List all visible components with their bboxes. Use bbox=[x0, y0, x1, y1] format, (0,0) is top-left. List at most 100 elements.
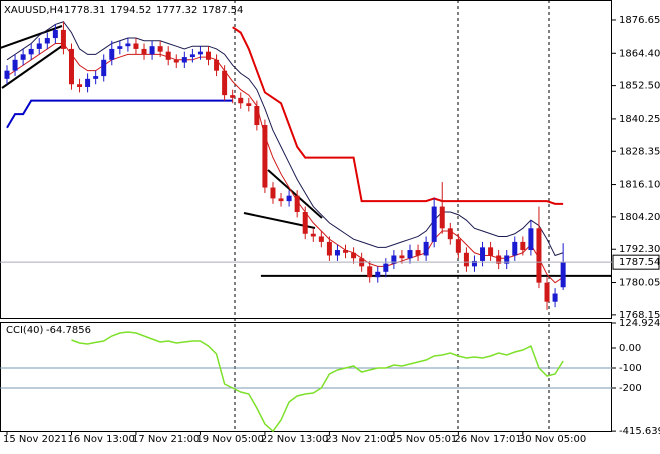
candle-body bbox=[149, 46, 155, 55]
y-tick-label: -415.6398 bbox=[619, 426, 660, 437]
candle-body bbox=[238, 97, 244, 104]
candle-body bbox=[262, 125, 268, 188]
candle-body bbox=[189, 54, 195, 58]
x-tick-label: 19 Nov 05:00 bbox=[196, 434, 263, 445]
y-tick-label: 1768.15 bbox=[619, 310, 660, 321]
y-tick-label: -200 bbox=[619, 383, 642, 394]
price-box bbox=[612, 254, 660, 270]
candle-body bbox=[439, 206, 445, 229]
candle-body bbox=[101, 59, 107, 77]
candle-body bbox=[141, 48, 147, 55]
candle-body bbox=[173, 59, 179, 63]
candle-body bbox=[302, 212, 308, 234]
x-tick-label: 25 Nov 05:01 bbox=[390, 434, 457, 445]
candle-body bbox=[206, 51, 211, 60]
candle-body bbox=[246, 103, 252, 106]
candle-body bbox=[375, 271, 381, 278]
candle-body bbox=[230, 95, 236, 98]
candle-body bbox=[455, 239, 461, 253]
candle-body bbox=[77, 84, 83, 87]
y-tick-label: 1864.40 bbox=[619, 48, 660, 59]
candle-body bbox=[431, 206, 437, 242]
candle-body bbox=[278, 198, 284, 202]
candle-body bbox=[197, 51, 203, 55]
candle-body bbox=[222, 70, 228, 96]
trend-line bbox=[267, 169, 323, 219]
candle-body bbox=[488, 247, 494, 256]
cci-value: -64.7856 bbox=[46, 325, 91, 336]
ohlc-low: 1777.32 bbox=[156, 5, 197, 16]
candle-body bbox=[334, 250, 340, 256]
candle-body bbox=[415, 250, 421, 256]
x-tick-label: 30 Nov 05:00 bbox=[519, 434, 586, 445]
ohlc-close: 1787.54 bbox=[202, 5, 243, 16]
candle-body bbox=[318, 236, 324, 242]
candle-body bbox=[351, 252, 357, 259]
candle-body bbox=[504, 255, 510, 264]
candle-body bbox=[471, 260, 477, 267]
candle-body bbox=[93, 76, 99, 79]
candle-body bbox=[214, 59, 220, 71]
candle-body bbox=[270, 187, 276, 199]
candle-body bbox=[44, 38, 50, 44]
cci-name: CCI(40) bbox=[6, 325, 44, 336]
trend-line bbox=[1, 45, 63, 89]
candle-body bbox=[28, 48, 34, 55]
candle-body bbox=[480, 247, 486, 261]
y-tick-label: 1792.30 bbox=[619, 244, 660, 255]
x-tick-label: 23 Nov 21:00 bbox=[325, 434, 392, 445]
y-tick-label: 0.00 bbox=[619, 343, 641, 354]
candle-body bbox=[520, 241, 526, 251]
cci-line bbox=[71, 331, 564, 433]
candle-body bbox=[512, 241, 518, 256]
candle-body bbox=[157, 46, 163, 52]
candle-body bbox=[254, 106, 260, 126]
y-tick-label: 1852.50 bbox=[619, 81, 660, 92]
indicator-line bbox=[6, 21, 564, 257]
indicator-line bbox=[6, 99, 233, 129]
x-tick-label: 26 Nov 17:01 bbox=[454, 434, 521, 445]
candle-body bbox=[367, 266, 373, 278]
ohlc-high: 1794.52 bbox=[110, 5, 151, 16]
x-tick-label: 22 Nov 13:00 bbox=[261, 434, 328, 445]
candle-body bbox=[496, 255, 502, 264]
symbol: XAUUSD,H4 bbox=[4, 5, 63, 16]
candle-body bbox=[20, 54, 26, 60]
ohlc-open: 1778.31 bbox=[64, 5, 105, 16]
x-tick-label: 15 Nov 2021 bbox=[3, 434, 67, 445]
x-tick-label: 17 Nov 21:00 bbox=[132, 434, 199, 445]
candle-body bbox=[60, 29, 66, 49]
trend-line bbox=[0, 25, 63, 49]
y-tick-label: 1840.25 bbox=[619, 114, 660, 125]
candle-body bbox=[423, 241, 429, 256]
candle-body bbox=[536, 228, 542, 283]
candle-body bbox=[399, 255, 405, 259]
price-label: 1787.54 bbox=[619, 257, 660, 268]
candle-body bbox=[286, 195, 292, 202]
candle-body bbox=[4, 70, 10, 79]
candle-body bbox=[125, 43, 131, 47]
candle-body bbox=[383, 263, 389, 272]
candle-body bbox=[560, 262, 566, 288]
x-tick-label: 16 Nov 13:00 bbox=[67, 434, 134, 445]
candle-body bbox=[117, 46, 123, 49]
candle-body bbox=[552, 293, 558, 302]
y-tick-label: 124.9249 bbox=[619, 318, 660, 329]
candle-body bbox=[544, 282, 550, 302]
candle-body bbox=[447, 228, 453, 240]
y-tick-label: 1804.20 bbox=[619, 212, 660, 223]
candle-body bbox=[326, 241, 332, 256]
y-tick-label: 1816.10 bbox=[619, 180, 660, 191]
candle-body bbox=[85, 78, 91, 87]
candle-body bbox=[391, 255, 397, 264]
candle-body bbox=[133, 43, 139, 49]
indicator-line bbox=[232, 26, 564, 205]
candle-body bbox=[310, 233, 316, 237]
candle-body bbox=[294, 195, 300, 212]
y-tick-label: 1780.05 bbox=[619, 278, 660, 289]
y-tick-label: 1876.65 bbox=[619, 15, 660, 26]
candle-body bbox=[181, 57, 187, 63]
candle-body bbox=[68, 48, 74, 85]
candle-body bbox=[165, 51, 171, 60]
